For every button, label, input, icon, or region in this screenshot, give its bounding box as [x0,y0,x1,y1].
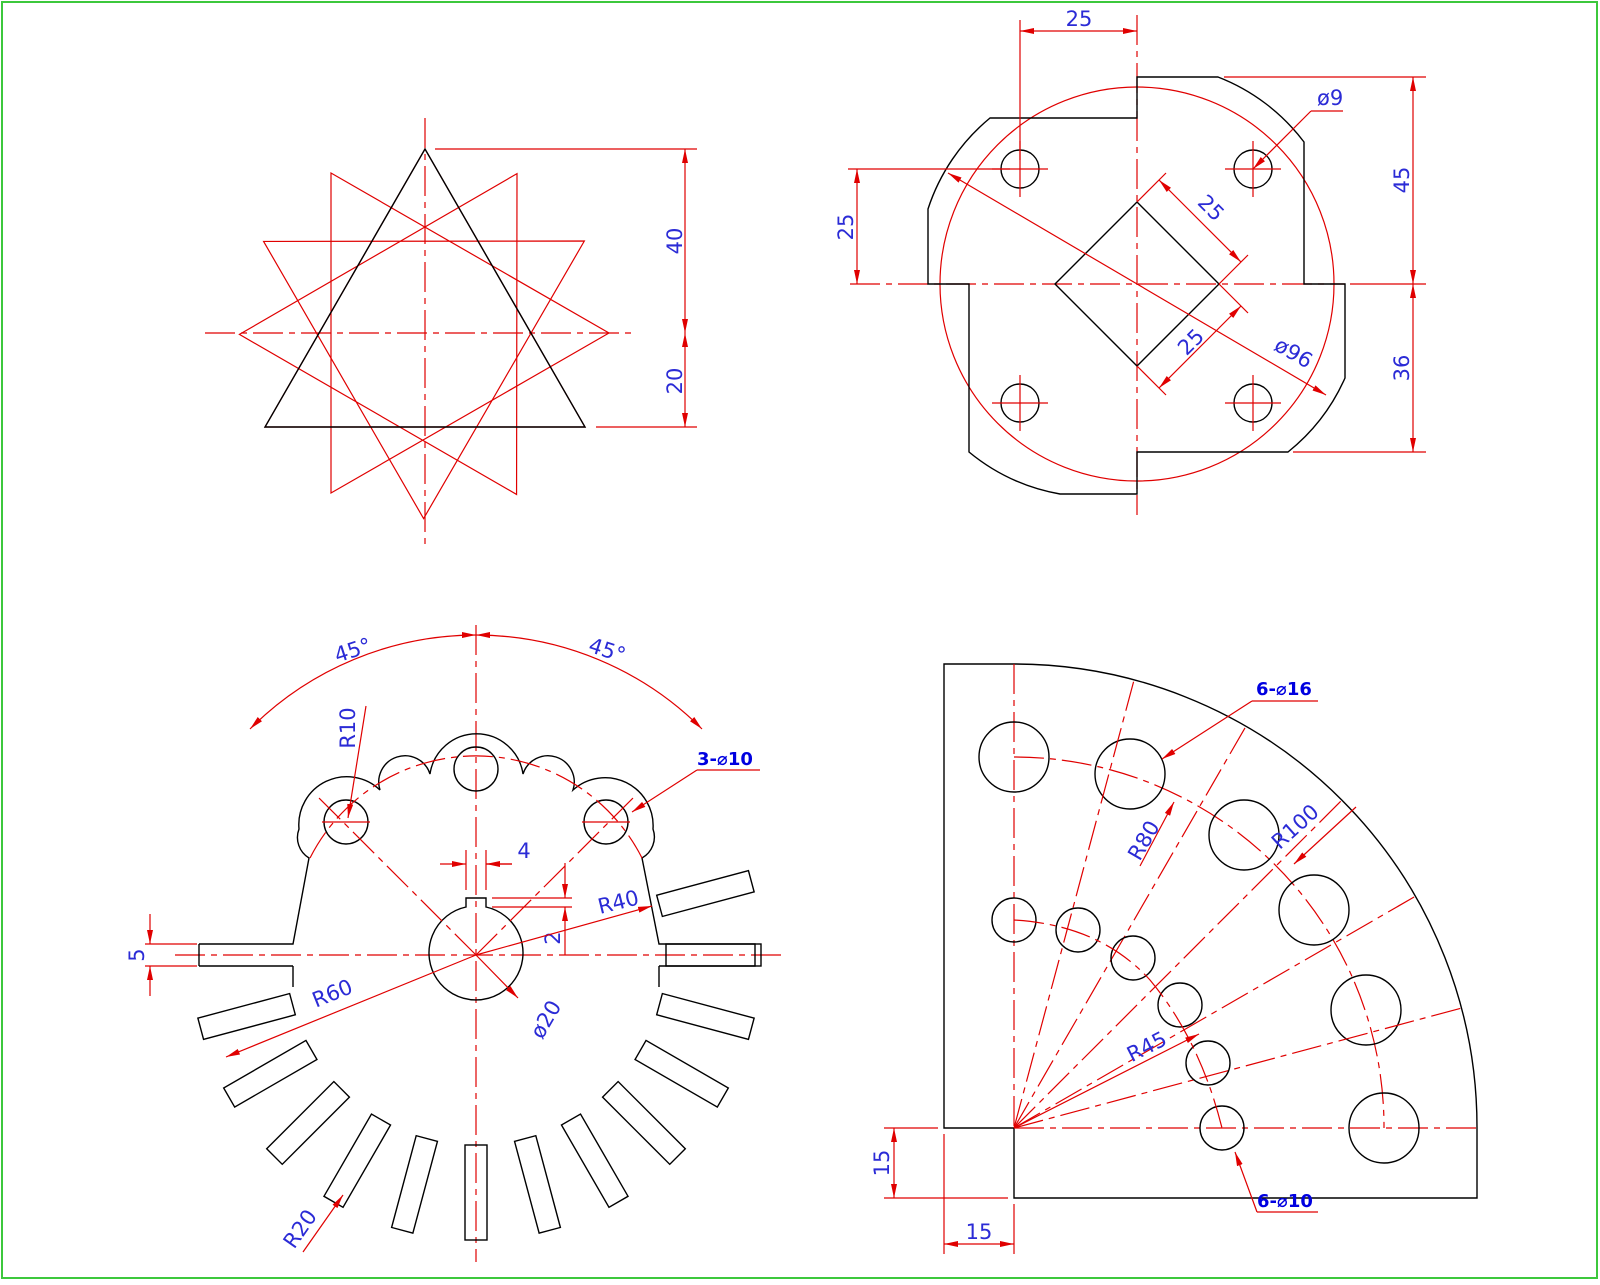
plate-dim-sq-lower: 25 [1173,324,1209,360]
gear-hole-top [453,746,499,792]
quad-small-hole [1055,907,1101,953]
gear-radius-lobe: R10 [336,707,360,748]
plate-sq-ext-1 [1136,172,1167,203]
quadrant-view: 6-⌀16 R100 R80 R45 6-⌀10 15 15 [870,663,1478,1254]
quad-radial-line [1013,726,1247,1129]
gear-slot [655,869,755,918]
quad-large-hole [1348,1092,1420,1164]
gear-radius-bottom: R20 [279,1205,322,1253]
star-triangle-30 [238,172,518,496]
gear-angle-left: 45° [331,633,374,667]
quad-large-hole [1094,738,1166,810]
quad-small-leader [1234,1151,1258,1213]
gear-slot [265,1080,351,1166]
quad-small-hole [1185,1040,1231,1086]
gear-r60-leader [225,954,477,1058]
star-main-triangle [263,147,587,428]
quad-offset-horizontal: 15 [966,1220,993,1244]
gear-slot [634,1039,730,1108]
plate-dim-top: 25 [1066,7,1093,31]
quad-radial-line [1013,895,1416,1129]
plate-dim-45: 45 [1390,167,1414,194]
quad-small-hole [1199,1105,1245,1151]
quad-pcd-inner [1013,919,1223,1129]
gear-key-width: 4 [517,839,530,863]
quad-radial-line [1013,800,1342,1129]
gear-slot [665,943,762,967]
gear-bore-dim: ø20 [526,996,567,1042]
plate-dim-circle: ø96 [1270,333,1316,374]
quad-large-hole [1330,974,1402,1046]
quad-small-hole [1157,982,1203,1028]
gear-holes-leader [631,769,698,813]
gear-slot [323,1113,392,1209]
gear-view: 45° 45° R10 3-⌀10 4 2 R40 R60 ø20 [125,625,785,1262]
plate-dim-hole: ø9 [1317,86,1343,110]
plate-hole-leader [1252,110,1312,170]
gear-slot [655,992,755,1041]
quad-radius-mid: R80 [1123,817,1164,865]
plate-dim-left: 25 [834,214,858,241]
plate-sq-ext-4 [1218,283,1249,314]
gear-radius-body: R40 [595,886,641,919]
gear-angle-arc-left [249,632,477,730]
quadrant-pcd-outer [1013,756,1385,1129]
gear-slot [197,992,297,1041]
plate-sq-ext-3 [1136,365,1167,396]
quadrant-outline [943,663,1478,1199]
gear-slot [560,1113,629,1209]
gear-r40-leader [475,905,653,956]
plate-dim-36: 36 [1390,355,1414,382]
plate-sq-ext-2 [1218,254,1249,285]
gear-body-outline [199,733,756,967]
gear-r10-leader [347,705,367,819]
quad-r100-leader [1293,806,1357,865]
quad-r45-leader [1013,1033,1200,1129]
gear-slot [222,1039,318,1108]
star-triangle-60 [262,240,586,520]
plate-dim-line-sq-upper [1158,179,1242,263]
plate-dim-sq-upper: 25 [1193,190,1229,226]
gear-hole-pcd-arc [309,755,643,859]
plate-view: 25 25 ø9 25 25 ø96 45 36 [834,7,1426,515]
gear-diag-right [475,793,638,956]
star-dim-40: 40 [663,228,687,255]
gear-slot [390,1134,439,1234]
gear-r20-leader [302,1194,344,1253]
quad-small-hole [1110,935,1156,981]
quadrant-holes [978,680,1462,1164]
star-view: 40 20 [205,118,697,548]
gear-angle-right: 45° [586,633,629,667]
quad-radial-line [1013,680,1135,1129]
plate-outline [927,76,1346,495]
quad-large-hole [1208,799,1280,871]
gear-slot [513,1134,562,1234]
star-dim-20: 20 [663,368,687,395]
star-triangle-90 [330,171,611,495]
quad-radial-line [1013,1007,1462,1129]
gear-holes-note: 3-⌀10 [697,749,753,770]
quad-small-hole [991,897,1037,943]
gear-slot [601,1080,687,1166]
quad-large-hole [1278,874,1350,946]
quad-large-leader [1161,700,1253,760]
gear-bore-leader [475,954,519,999]
quad-offset-vertical: 15 [870,1150,894,1177]
quad-large-hole [978,721,1050,793]
gear-diag-left [314,793,477,956]
gear-slot [464,1144,488,1241]
gear-slots [197,869,762,1241]
quad-small-holes-note: 6-⌀10 [1257,1191,1313,1212]
plate-dim-line-circle [947,172,1327,396]
gear-slot-width: 5 [125,948,149,961]
quad-large-holes-note: 6-⌀16 [1256,679,1312,700]
gear-angle-arc-right [475,632,703,730]
quad-r80-leader [1139,801,1175,867]
